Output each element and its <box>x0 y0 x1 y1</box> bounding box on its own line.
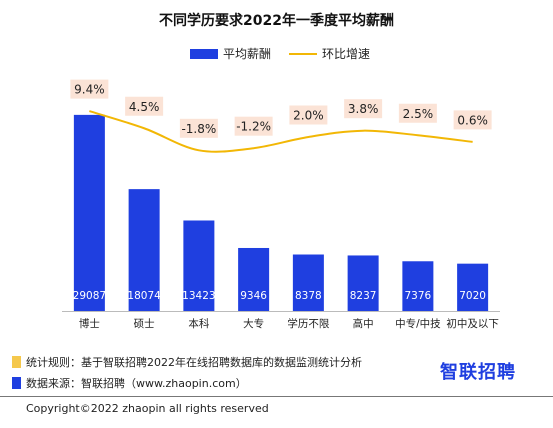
legend-swatch-bar <box>190 48 218 59</box>
bar-6 <box>347 255 379 311</box>
zhaopin-logo: 智联招聘 <box>440 362 516 383</box>
growth-rate-line <box>89 110 473 153</box>
bar-value-label-8: 7020 <box>459 290 486 302</box>
x-tick-label-2: 硕士 <box>134 317 155 330</box>
data-source-text: 数据来源：智联招聘（www.zhaopin.com） <box>26 377 247 390</box>
bar-1 <box>73 114 105 311</box>
stat-rule-note: 统计规则：基于智联招聘2022年在线招聘数据库的数据监测统计分析 <box>12 354 362 370</box>
bar-value-label-7: 7376 <box>405 290 432 302</box>
growth-label-bg-6 <box>344 99 383 119</box>
chart-plot: 29087 博士 18074 硕士 13423 本科 9346 大专 8378 学历不限 8237 高… <box>62 79 500 330</box>
growth-label-bg-4 <box>234 116 273 136</box>
growth-label-4: -1.2% <box>236 120 271 134</box>
legend-swatch-line <box>289 52 318 55</box>
growth-label-bg-1 <box>70 79 109 99</box>
x-tick-label-5: 学历不限 <box>287 317 329 330</box>
growth-label-1: 9.4% <box>74 83 105 97</box>
bar-7 <box>402 261 434 311</box>
growth-label-bg-2 <box>125 96 164 116</box>
bar-5 <box>292 254 324 311</box>
growth-label-6: 3.8% <box>348 102 379 116</box>
growth-label-5: 2.0% <box>293 109 324 123</box>
x-tick-label-6: 高中 <box>353 317 374 330</box>
growth-label-bg-7 <box>398 103 437 123</box>
growth-label-bg-5 <box>289 105 328 125</box>
data-source-marker <box>12 377 21 389</box>
bar-value-label-4: 9346 <box>240 290 267 302</box>
bar-value-label-2: 18074 <box>127 290 161 302</box>
x-tick-label-8: 初中及以下 <box>446 317 499 330</box>
chart-legend: 平均薪酬 环比增速 <box>190 45 370 62</box>
growth-label-2: 4.5% <box>129 100 160 114</box>
copyright-text: Copyright©2022 zhaopin all rights reserv… <box>26 402 269 415</box>
legend-label-bar: 平均薪酬 <box>223 47 272 61</box>
bar-value-label-6: 8237 <box>350 290 377 302</box>
stat-rule-marker <box>12 356 21 368</box>
footer-divider <box>0 396 553 397</box>
bar-4 <box>238 247 270 311</box>
chart-title: 不同学历要求2022年一季度平均薪酬 <box>159 13 394 29</box>
bar-3 <box>183 220 215 311</box>
growth-label-bg-8 <box>453 110 492 130</box>
x-tick-label-7: 中专/中技 <box>395 317 441 330</box>
bar-value-label-3: 13423 <box>182 290 215 302</box>
growth-label-8: 0.6% <box>457 113 488 127</box>
bar-value-label-5: 8378 <box>295 290 322 302</box>
bar-2 <box>128 189 160 311</box>
stat-rule-text: 统计规则：基于智联招聘2022年在线招聘数据库的数据监测统计分析 <box>26 356 362 369</box>
x-tick-label-3: 本科 <box>188 317 209 330</box>
x-tick-label-4: 大专 <box>243 317 264 330</box>
data-source-note: 数据来源：智联招聘（www.zhaopin.com） <box>12 375 247 391</box>
growth-label-7: 2.5% <box>403 107 434 121</box>
growth-label-3: -1.8% <box>181 122 216 136</box>
growth-label-bg-3 <box>179 118 218 138</box>
legend-label-line: 环比增速 <box>322 47 371 61</box>
bar-8 <box>457 263 489 311</box>
x-tick-label-1: 博士 <box>79 317 100 330</box>
bar-value-label-1: 29087 <box>73 290 106 302</box>
